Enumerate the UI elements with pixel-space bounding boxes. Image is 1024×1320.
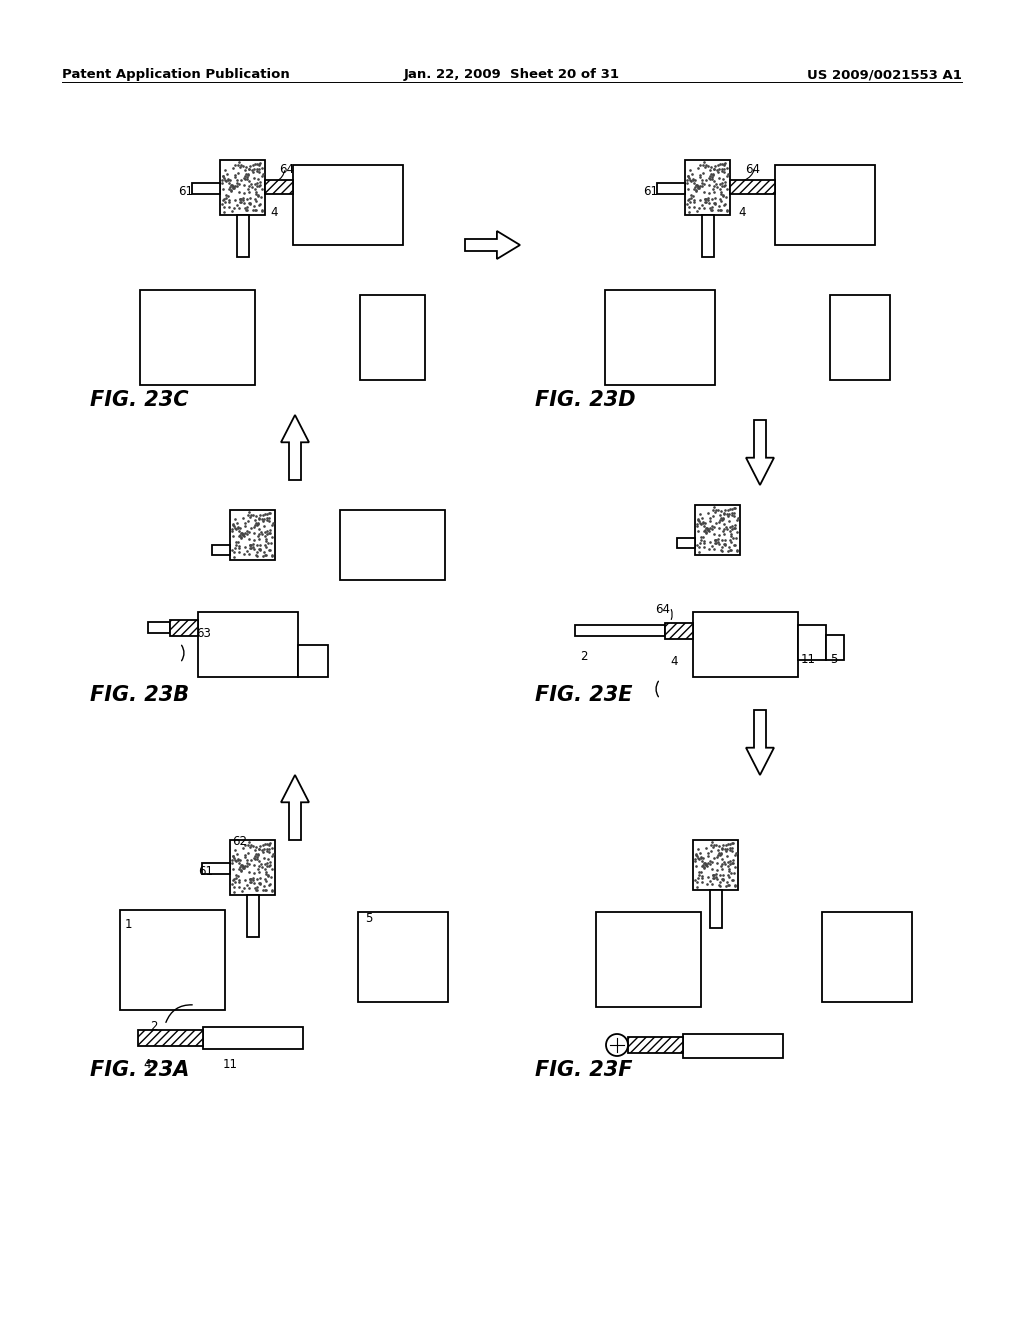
Bar (265, 180, 293, 194)
Text: 61: 61 (198, 865, 213, 878)
Polygon shape (746, 710, 774, 775)
Bar (596, 912, 701, 1007)
Bar (693, 840, 738, 890)
Text: 64: 64 (279, 162, 294, 176)
Bar (665, 623, 693, 639)
Polygon shape (465, 231, 520, 259)
Text: FIG. 23C: FIG. 23C (90, 389, 188, 411)
Text: FIG. 23A: FIG. 23A (90, 1060, 189, 1080)
Bar (701, 215, 714, 257)
Bar (212, 545, 230, 554)
Text: 5: 5 (830, 653, 838, 667)
Bar (230, 510, 275, 560)
Text: FIG. 23D: FIG. 23D (535, 389, 636, 411)
Text: 4: 4 (143, 1059, 151, 1071)
Text: 61: 61 (178, 185, 193, 198)
Text: 5: 5 (365, 912, 373, 925)
Bar (193, 183, 220, 194)
Text: 4: 4 (670, 655, 678, 668)
Bar (685, 160, 730, 215)
Bar (575, 624, 665, 636)
Text: 1: 1 (125, 917, 132, 931)
Bar (360, 294, 425, 380)
Circle shape (606, 1034, 628, 1056)
Text: FIG. 23B: FIG. 23B (90, 685, 189, 705)
Bar (120, 909, 225, 1010)
Text: 61: 61 (643, 185, 658, 198)
Bar (247, 895, 258, 937)
Text: 2: 2 (150, 1020, 158, 1034)
Bar (683, 1034, 783, 1059)
Bar (822, 912, 912, 1002)
Text: FIG. 23E: FIG. 23E (535, 685, 633, 705)
Bar (230, 840, 275, 895)
Bar (220, 160, 265, 215)
Text: 64: 64 (655, 603, 670, 616)
Bar (140, 290, 255, 385)
Bar (798, 624, 826, 660)
Text: Patent Application Publication: Patent Application Publication (62, 69, 290, 81)
Text: 11: 11 (223, 1059, 238, 1071)
Bar (628, 1038, 683, 1053)
Bar (298, 645, 328, 677)
Text: 11: 11 (801, 653, 816, 667)
Bar (293, 165, 403, 246)
Bar (237, 215, 249, 257)
Text: Jan. 22, 2009  Sheet 20 of 31: Jan. 22, 2009 Sheet 20 of 31 (404, 69, 620, 81)
Bar (138, 1030, 203, 1045)
Polygon shape (281, 775, 309, 840)
Bar (170, 620, 198, 636)
Polygon shape (746, 420, 774, 484)
Bar (730, 180, 775, 194)
Bar (657, 183, 685, 194)
Bar (605, 290, 715, 385)
Bar (710, 890, 722, 928)
Text: 4: 4 (738, 206, 745, 219)
Text: 4: 4 (270, 206, 278, 219)
Text: FIG. 23F: FIG. 23F (535, 1060, 633, 1080)
Bar (340, 510, 445, 579)
Bar (202, 863, 230, 874)
Bar (695, 506, 740, 554)
Bar (203, 1027, 303, 1049)
Bar (826, 635, 844, 660)
Text: 2: 2 (580, 649, 588, 663)
Bar (198, 612, 298, 677)
Bar (693, 612, 798, 677)
Bar (148, 622, 170, 634)
Text: 63: 63 (196, 627, 211, 640)
Polygon shape (281, 414, 309, 480)
Bar (677, 539, 695, 548)
Text: 64: 64 (745, 162, 760, 176)
Bar (775, 165, 874, 246)
Bar (830, 294, 890, 380)
Text: US 2009/0021553 A1: US 2009/0021553 A1 (807, 69, 962, 81)
Bar (358, 912, 449, 1002)
Text: 62: 62 (232, 836, 247, 847)
